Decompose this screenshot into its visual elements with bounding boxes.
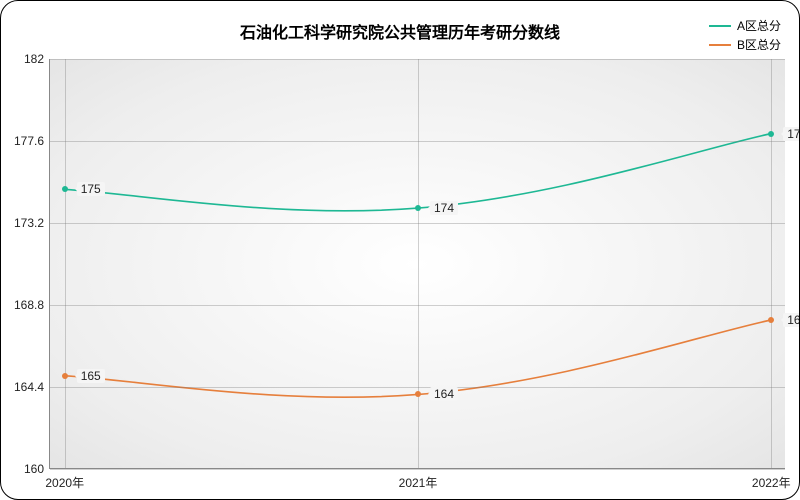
y-tick-label: 182 xyxy=(24,52,44,66)
chart-container: 石油化工科学研究院公共管理历年考研分数线 A区总分 B区总分 160164.41… xyxy=(0,0,800,500)
legend-swatch-a xyxy=(709,25,731,27)
data-label: 165 xyxy=(77,369,105,383)
y-tick-label: 164.4 xyxy=(14,380,44,394)
legend-swatch-b xyxy=(709,44,731,46)
legend-item-a: A区总分 xyxy=(709,17,781,34)
y-tick-label: 160 xyxy=(24,462,44,476)
legend-label-a: A区总分 xyxy=(737,17,781,34)
data-marker xyxy=(62,373,68,379)
data-label: 175 xyxy=(77,182,105,196)
gridline-v xyxy=(771,59,772,468)
data-marker xyxy=(415,391,421,397)
data-label: 178 xyxy=(783,127,800,141)
data-label: 164 xyxy=(430,387,458,401)
data-marker xyxy=(62,186,68,192)
data-label: 174 xyxy=(430,201,458,215)
legend: A区总分 B区总分 xyxy=(709,17,781,55)
y-tick-label: 168.8 xyxy=(14,298,44,312)
data-marker xyxy=(768,317,774,323)
data-marker xyxy=(768,131,774,137)
gridline-v xyxy=(418,59,419,468)
gridline-h xyxy=(50,469,785,470)
legend-label-b: B区总分 xyxy=(737,36,781,53)
y-tick-label: 173.2 xyxy=(14,216,44,230)
data-label: 168 xyxy=(783,313,800,327)
legend-item-b: B区总分 xyxy=(709,36,781,53)
chart-title: 石油化工科学研究院公共管理历年考研分数线 xyxy=(240,19,560,43)
plot-area: 160164.4168.8173.2177.61822020年2021年2022… xyxy=(49,59,785,469)
x-tick-label: 2022年 xyxy=(752,474,791,491)
y-tick-label: 177.6 xyxy=(14,134,44,148)
data-marker xyxy=(415,205,421,211)
gridline-v xyxy=(65,59,66,468)
x-tick-label: 2021年 xyxy=(399,474,438,491)
x-tick-label: 2020年 xyxy=(45,474,84,491)
